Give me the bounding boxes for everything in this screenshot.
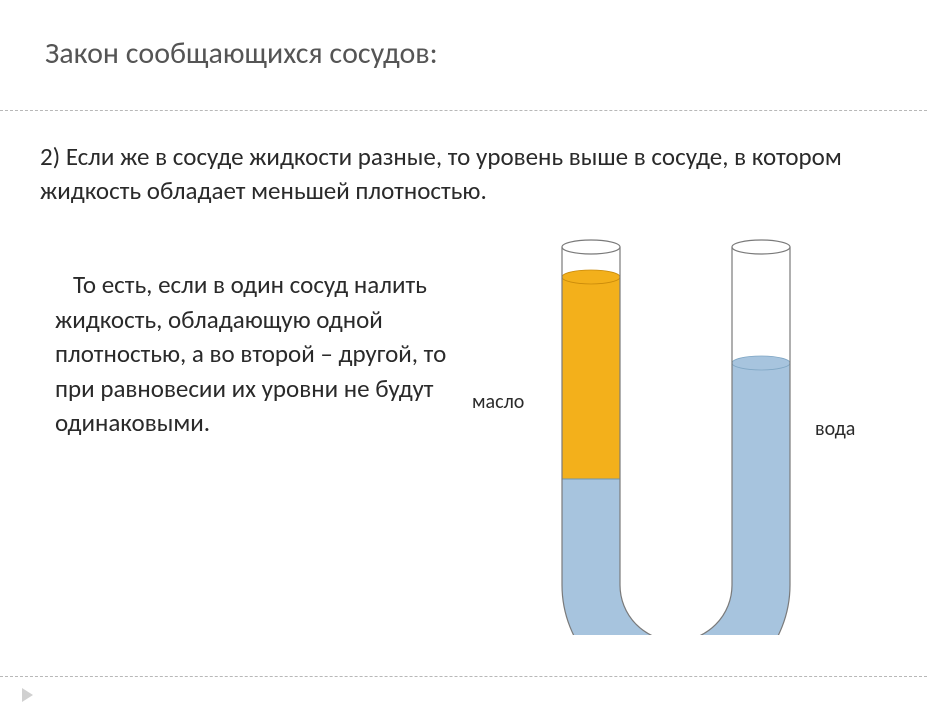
divider-bottom <box>0 676 927 677</box>
body-paragraph: То есть, если в один сосуд налить жидкос… <box>55 268 455 441</box>
intro-paragraph: 2) Если же в сосуде жидкости разные, то … <box>40 140 897 208</box>
divider-top <box>0 110 927 111</box>
water-label: вода <box>815 417 855 441</box>
footer-arrow-icon <box>22 688 33 702</box>
page-title: Закон сообщающихся сосудов: <box>0 0 927 72</box>
u-tube-diagram: масло вода <box>470 235 900 635</box>
oil-label: масло <box>472 390 524 414</box>
